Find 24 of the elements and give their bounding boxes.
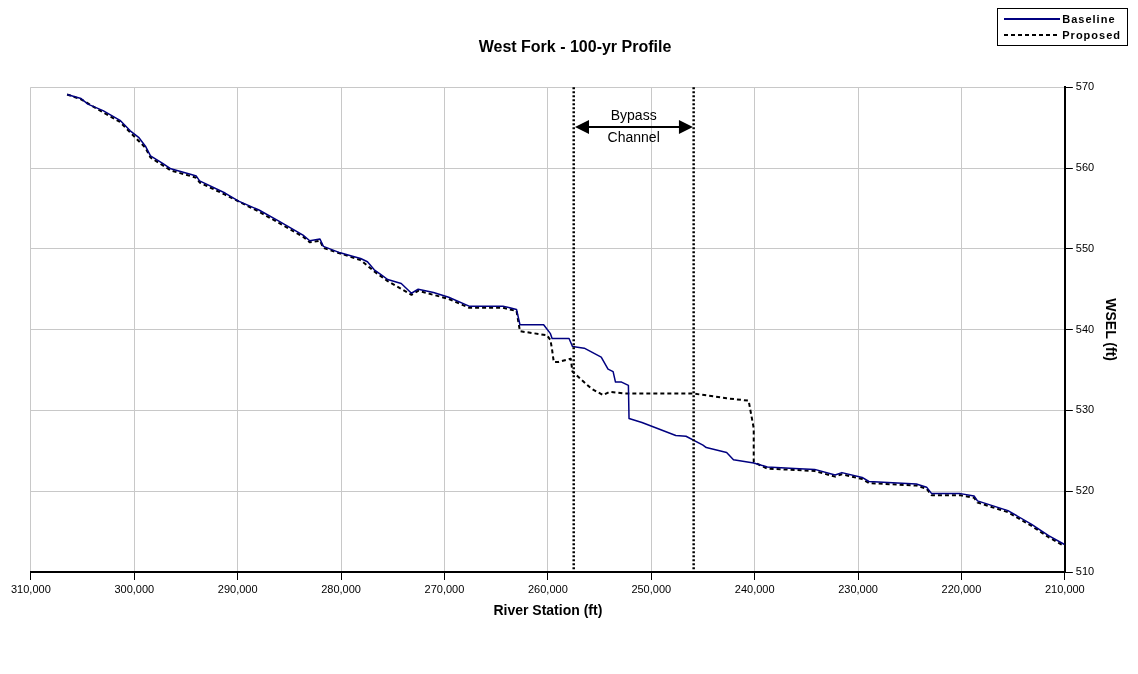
y-tick-label: 520 [1075,484,1095,497]
x-tick-label: 290,000 [217,582,258,595]
y-tick-label: 540 [1075,322,1095,335]
chart-title: West Fork - 100-yr Profile [478,38,672,56]
y-tick-label: 550 [1075,241,1095,254]
x-tick-label: 230,000 [838,582,878,595]
text: Proposed [1062,29,1121,41]
y-tick-label: 510 [1075,565,1095,578]
y-tick-label: 530 [1075,403,1095,416]
x-tick-label: 270,000 [424,582,465,595]
x-tick-label: 280,000 [321,582,361,595]
x-tick-label: 210,000 [1044,582,1085,595]
x-tick-label: 310,000 [11,582,51,595]
y-tick-label: 570 [1075,80,1095,93]
text: Baseline [1062,13,1116,25]
x-tick-label: 240,000 [734,582,775,595]
x-tick-label: 220,000 [941,582,982,595]
annotation: Bypass Channel [607,107,660,146]
x-tick-label: 300,000 [114,582,155,595]
x-tick-label: 260,000 [527,582,568,595]
y-axis-title: WSEL (ft) [1102,298,1119,361]
x-tick-label: 250,000 [631,582,672,595]
x-axis-title: River Station (ft) [493,602,603,619]
y-tick-label: 560 [1075,161,1095,174]
